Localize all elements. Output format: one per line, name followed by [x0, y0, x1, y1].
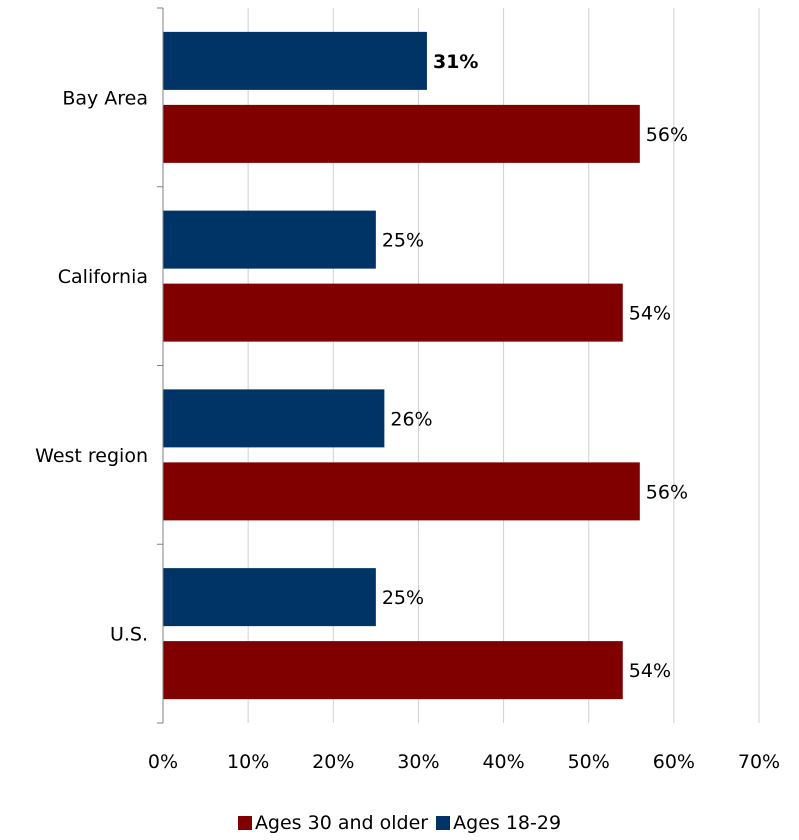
bar-older-2	[163, 462, 640, 521]
legend-swatch-young	[436, 816, 451, 830]
data-label-older-0: 56%	[646, 124, 688, 146]
data-label-young-1: 25%	[382, 230, 424, 252]
bar-older-3	[163, 641, 623, 700]
data-label-older-2: 56%	[646, 481, 688, 503]
bar-young-3	[163, 568, 376, 627]
x-tick-label-40: 40%	[482, 751, 524, 773]
legend: Ages 30 and older Ages 18-29	[0, 812, 799, 834]
bar-chart: 31% 56% Bay Area 25% 54% California 26% 56% West…	[35, 7, 780, 773]
legend-label-young: Ages 18-29	[453, 812, 562, 834]
bar-older-1	[163, 283, 623, 342]
x-tick-label-0: 0%	[148, 751, 178, 773]
x-tick-label-50: 50%	[568, 751, 610, 773]
bar-older-0	[163, 104, 640, 163]
bar-young-2	[163, 389, 385, 448]
category-label-3: U.S.	[110, 624, 148, 646]
category-label-1: California	[58, 266, 148, 288]
data-label-older-1: 54%	[629, 303, 671, 325]
data-label-young-3: 25%	[382, 587, 424, 609]
legend-swatch-older	[237, 816, 252, 830]
x-tick-label-70: 70%	[738, 751, 780, 773]
bar-young-0	[163, 31, 427, 90]
data-label-older-3: 54%	[629, 660, 671, 682]
x-tick-label-20: 20%	[312, 751, 354, 773]
legend-item-older: Ages 30 and older	[237, 812, 429, 834]
x-tick-label-10: 10%	[227, 751, 269, 773]
x-tick-label-30: 30%	[397, 751, 439, 773]
x-tick-label-60: 60%	[653, 751, 695, 773]
legend-item-young: Ages 18-29	[436, 812, 561, 834]
category-label-0: Bay Area	[62, 87, 148, 109]
legend-label-older: Ages 30 and older	[254, 812, 429, 834]
category-label-2: West region	[35, 445, 148, 467]
bar-young-1	[163, 210, 376, 269]
data-label-young-0: 31%	[433, 51, 478, 73]
data-label-young-2: 26%	[390, 408, 432, 430]
